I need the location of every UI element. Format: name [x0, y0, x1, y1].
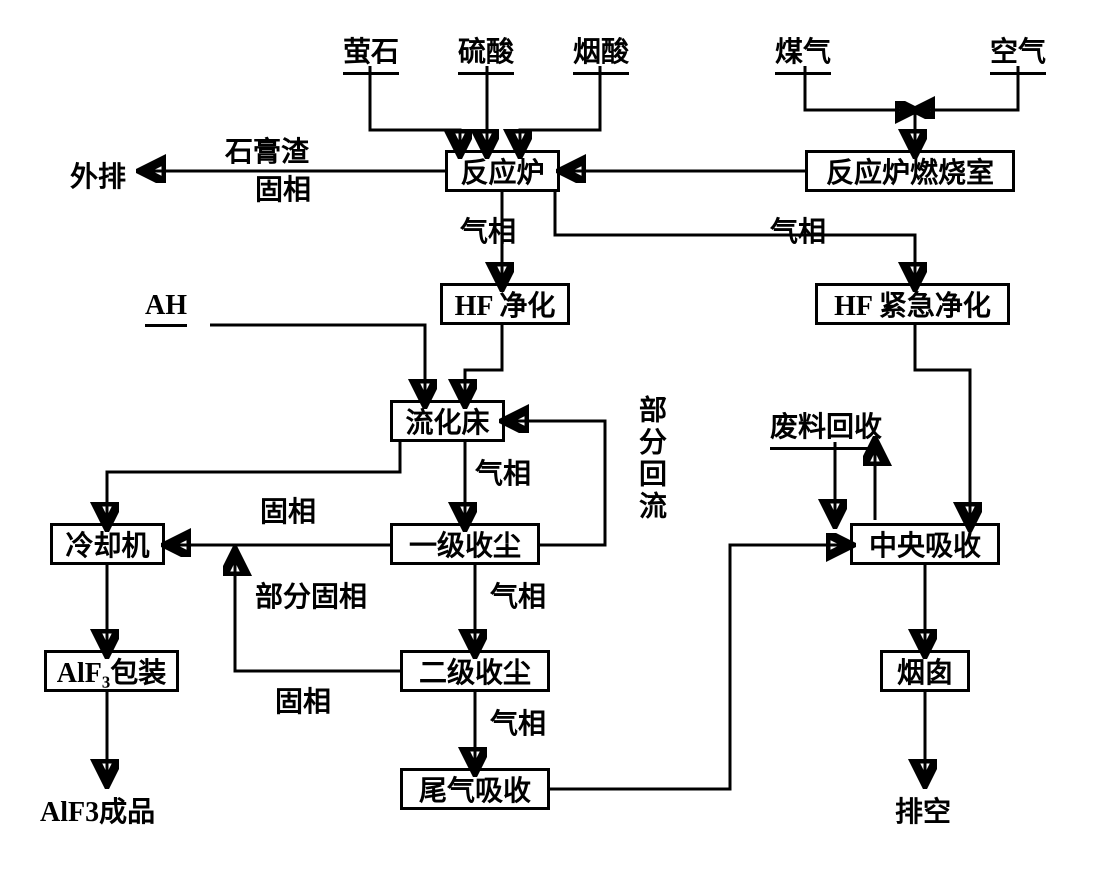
box-combustion: 反应炉燃烧室: [805, 150, 1015, 192]
label-alf3-product: AlF3成品: [40, 790, 155, 830]
label-gas-3: 气相: [475, 452, 531, 492]
label-solid-1: 固相: [255, 168, 311, 208]
box-reactor: 反应炉: [445, 150, 560, 192]
label-gas-1: 气相: [460, 210, 516, 250]
box-hf-purify: HF 净化: [440, 283, 570, 325]
label-gas-5: 气相: [490, 702, 546, 742]
box-dust1: 一级收尘: [390, 523, 540, 565]
box-chimney: 烟囱: [880, 650, 970, 692]
label-gas-4: 气相: [490, 575, 546, 615]
box-cooler: 冷却机: [50, 523, 165, 565]
label-exhaust: 排空: [895, 790, 951, 830]
box-tail-absorb: 尾气吸收: [400, 768, 550, 810]
box-alf3-pack: AlF₃包装: [44, 650, 179, 692]
label-solid-3: 固相: [275, 680, 331, 720]
input-ah: AH: [145, 290, 187, 327]
label-discharge: 外排: [70, 155, 126, 195]
box-central-absorb: 中央吸收: [850, 523, 1000, 565]
label-partial-return: 部分回流: [630, 395, 670, 523]
input-coal-gas: 煤气: [775, 30, 831, 75]
input-fluorite: 萤石: [343, 30, 399, 75]
flow-lines: [0, 0, 1103, 874]
box-waste-recycle: 废料回收: [770, 405, 882, 450]
box-dust2: 二级收尘: [400, 650, 550, 692]
input-sulfuric-acid: 硫酸: [458, 30, 514, 75]
box-fluidized-bed: 流化床: [390, 400, 505, 442]
label-gas-2: 气相: [770, 210, 826, 250]
input-air: 空气: [990, 30, 1046, 75]
label-partial-solid: 部分固相: [255, 575, 367, 615]
label-gypsum: 石膏渣: [225, 130, 309, 170]
input-fuming-acid: 烟酸: [573, 30, 629, 75]
box-hf-emergency: HF 紧急净化: [815, 283, 1010, 325]
label-solid-2: 固相: [260, 490, 316, 530]
